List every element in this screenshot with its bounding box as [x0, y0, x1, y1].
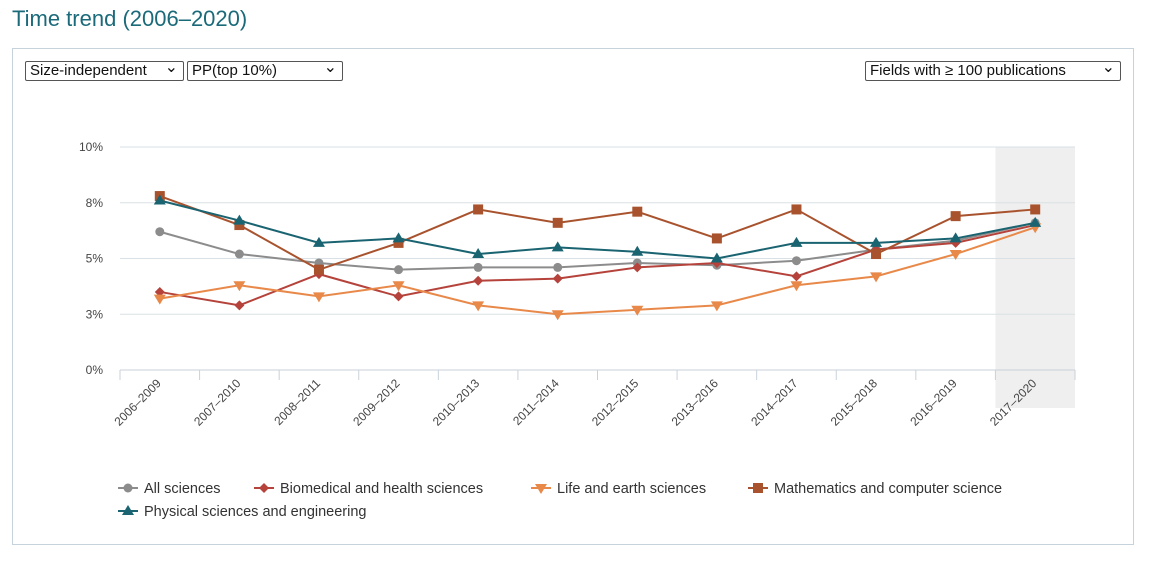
legend-label: Physical sciences and engineering — [144, 504, 366, 520]
series-line — [159, 199, 1036, 260]
data-point — [472, 301, 485, 312]
data-point — [473, 275, 484, 286]
data-point — [552, 273, 563, 284]
y-tick-label: 10% — [79, 140, 103, 154]
data-point — [392, 281, 405, 292]
data-point — [312, 236, 325, 247]
chevron-down-icon: ⌄ — [1101, 59, 1115, 76]
x-tick-label: 2016–2019 — [907, 376, 960, 429]
y-tick-label: 0% — [86, 363, 104, 377]
data-point — [791, 204, 802, 215]
data-point — [233, 214, 246, 225]
y-tick-label: 3% — [86, 307, 104, 321]
data-point — [393, 237, 404, 248]
y-tick-label: 8% — [86, 196, 104, 210]
data-point — [313, 264, 324, 275]
data-point — [950, 211, 961, 222]
size-mode-value: Size-independent — [30, 62, 147, 79]
data-point — [710, 301, 723, 312]
data-point — [473, 204, 484, 215]
fields-filter-value: Fields with ≥ 100 publications — [870, 62, 1066, 79]
legend-marker — [259, 483, 269, 493]
chart-panel — [12, 48, 1134, 545]
legend-label: All sciences — [144, 481, 221, 497]
x-tick-label: 2006–2009 — [112, 376, 165, 429]
series-line — [159, 226, 1036, 316]
data-point — [312, 292, 325, 303]
data-point — [394, 265, 404, 275]
data-point — [153, 194, 166, 205]
data-point — [155, 227, 165, 237]
x-tick-label: 2008–2011 — [271, 376, 323, 428]
data-point — [393, 291, 404, 302]
data-point — [870, 272, 883, 283]
x-tick-label: 2014–2017 — [748, 376, 801, 429]
data-point — [233, 281, 246, 292]
x-tick-label: 2011–2014 — [510, 376, 562, 428]
data-point — [234, 220, 245, 231]
data-point — [553, 262, 563, 272]
indicator-select[interactable]: PP(top 10%) ⌄ — [187, 59, 343, 81]
data-point — [473, 262, 483, 272]
legend-marker — [122, 505, 134, 515]
x-tick-label: 2009–2012 — [350, 376, 403, 429]
x-tick-label: 2007–2010 — [191, 376, 244, 429]
data-point — [551, 241, 564, 252]
data-point — [791, 256, 801, 266]
legend-marker — [535, 484, 547, 494]
legend-label: Biomedical and health sciences — [280, 481, 483, 497]
data-point — [631, 245, 644, 256]
page-title: Time trend (2006–2020) — [12, 6, 248, 31]
legend-label: Mathematics and computer science — [774, 481, 1002, 497]
data-point — [632, 206, 643, 217]
data-point — [949, 232, 962, 243]
data-point — [154, 286, 165, 297]
indicator-value: PP(top 10%) — [192, 62, 278, 79]
data-point — [710, 252, 723, 263]
data-point — [790, 281, 803, 292]
data-point — [791, 271, 802, 282]
data-point — [472, 248, 485, 259]
data-point — [949, 250, 962, 261]
y-tick-label: 5% — [86, 252, 104, 266]
data-point — [234, 300, 245, 311]
fields-filter-select[interactable]: Fields with ≥ 100 publications ⌄ — [865, 59, 1121, 81]
legend-marker — [753, 483, 763, 493]
data-point — [1030, 204, 1041, 215]
legend-marker — [123, 483, 133, 493]
data-point — [790, 236, 803, 247]
data-point — [392, 232, 405, 243]
size-mode-select[interactable]: Size-independent ⌄ — [25, 59, 184, 81]
data-point — [871, 249, 882, 260]
data-point — [551, 310, 564, 321]
data-point — [234, 249, 244, 259]
data-point — [1029, 216, 1042, 227]
highlight-band — [995, 147, 1075, 408]
x-tick-label: 2012–2015 — [589, 376, 642, 429]
data-point — [552, 217, 563, 228]
chevron-down-icon: ⌄ — [164, 59, 178, 76]
data-point — [632, 262, 643, 273]
data-point — [153, 294, 166, 305]
x-tick-label: 2010–2013 — [430, 376, 483, 429]
data-point — [870, 236, 883, 247]
chevron-down-icon: ⌄ — [323, 59, 337, 76]
data-point — [711, 233, 722, 244]
legend-label: Life and earth sciences — [557, 481, 706, 497]
data-point — [631, 305, 644, 316]
series-line — [159, 195, 1036, 271]
x-tick-label: 2015–2018 — [828, 376, 881, 429]
x-tick-label: 2013–2016 — [669, 376, 722, 429]
